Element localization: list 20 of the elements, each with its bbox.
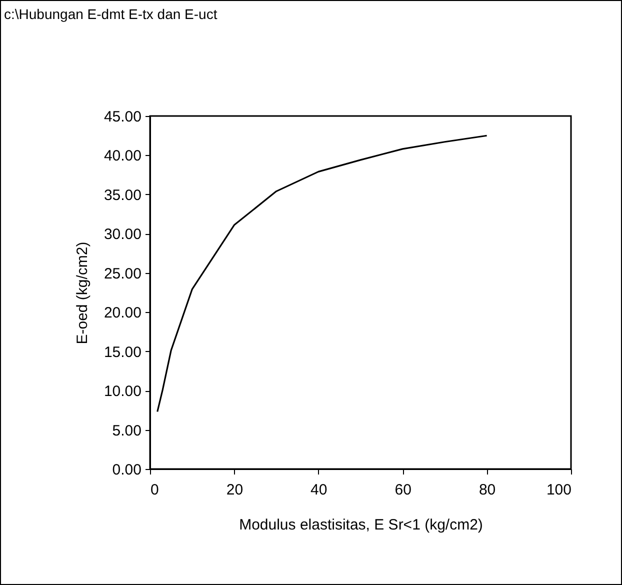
y-axis-title: E-oed (kg/cm2) [74, 242, 91, 344]
x-tick-label: 20 [226, 482, 244, 498]
y-tick-label: 45.00 [104, 108, 142, 126]
y-tick-label: 5.00 [112, 422, 142, 440]
x-tick-label: 0 [150, 482, 159, 498]
line-series [156, 134, 488, 413]
y-tick-label: 30.00 [104, 226, 142, 244]
chart-title: c:\Hubungan E-dmt E-tx dan E-uct [4, 6, 218, 22]
x-tick-label: 40 [310, 482, 328, 498]
x-tick-label: 100 [546, 482, 572, 498]
y-tick-label: 25.00 [104, 265, 142, 282]
x-tick-label: 80 [478, 482, 496, 498]
x-tick-label: 60 [394, 482, 412, 498]
y-tick-label: 20.00 [104, 304, 142, 322]
y-tick-label: 0.00 [112, 462, 142, 478]
x-axis-title: Modulus elastisitas, E Sr<1 (kg/cm2) [239, 516, 483, 534]
y-tick-label: 15.00 [104, 344, 142, 361]
y-tick-label: 10.00 [104, 383, 142, 400]
y-tick-label: 40.00 [104, 148, 142, 165]
y-tick-label: 35.00 [104, 186, 142, 204]
